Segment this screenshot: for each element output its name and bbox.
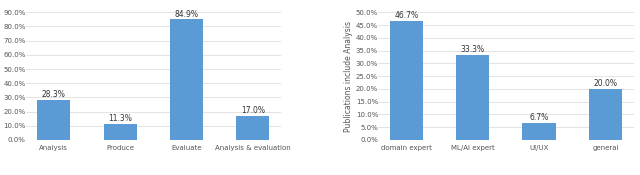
Text: 6.7%: 6.7% xyxy=(529,113,548,122)
Text: 11.3%: 11.3% xyxy=(108,114,132,123)
Bar xyxy=(37,100,70,140)
Bar xyxy=(170,19,203,140)
Text: 28.3%: 28.3% xyxy=(42,90,66,99)
Text: 33.3%: 33.3% xyxy=(461,45,484,54)
Text: 17.0%: 17.0% xyxy=(241,106,265,115)
Text: 84.9%: 84.9% xyxy=(175,10,198,19)
Y-axis label: Publications include Analysis: Publications include Analysis xyxy=(344,21,353,132)
Bar xyxy=(104,124,137,140)
Bar xyxy=(390,21,423,140)
Bar xyxy=(456,55,490,140)
Bar xyxy=(236,116,269,140)
Text: 20.0%: 20.0% xyxy=(593,79,618,88)
Text: 46.7%: 46.7% xyxy=(394,11,419,20)
Bar xyxy=(522,123,556,140)
Bar xyxy=(589,89,622,140)
